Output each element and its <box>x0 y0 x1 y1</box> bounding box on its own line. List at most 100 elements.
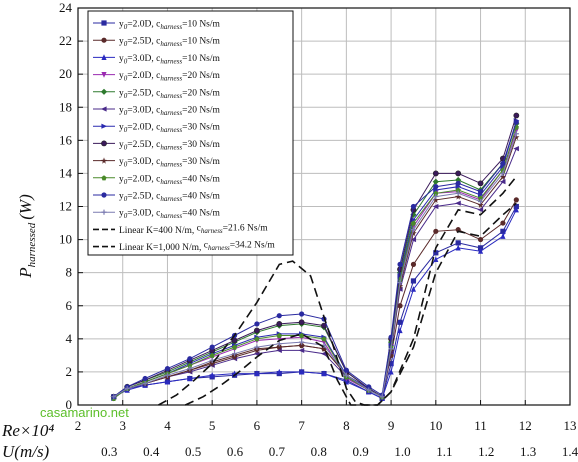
data-point <box>111 394 117 400</box>
x-tick-label: 2 <box>75 418 82 433</box>
legend-entry: y0=3.0D, charness=20 Ns/m <box>93 106 221 117</box>
u-tick-label: 1.1 <box>436 444 452 459</box>
data-point <box>455 187 461 193</box>
data-point <box>343 367 349 373</box>
series-line <box>113 115 517 398</box>
data-point <box>455 180 461 186</box>
data-point <box>477 207 484 213</box>
data-point <box>455 170 462 177</box>
data-point <box>254 336 260 342</box>
data-point <box>100 157 108 164</box>
series-12 <box>158 202 517 406</box>
data-point <box>187 366 193 372</box>
data-point <box>379 394 385 400</box>
data-point <box>209 372 215 378</box>
data-point <box>298 347 305 354</box>
legend-box <box>87 10 294 256</box>
x-tick-label: 6 <box>254 418 261 433</box>
data-point <box>410 227 417 233</box>
legend: y0=2.0D, charness=10 Ns/m y0=2.5D, charne… <box>87 10 294 256</box>
data-point <box>455 200 461 206</box>
data-point <box>231 353 238 361</box>
data-point <box>187 356 193 362</box>
data-point <box>499 173 507 180</box>
u-tick-label: 1.0 <box>394 444 410 459</box>
y-axis-label-unit: (W) <box>16 194 35 220</box>
legend-label: y0=2.5D, charness=10 Ns/m <box>119 37 221 49</box>
y-tick-label: 24 <box>59 0 73 15</box>
data-point <box>209 344 215 350</box>
data-point <box>276 341 282 347</box>
x-tick-label: 10 <box>429 418 442 433</box>
x-tick-label: 7 <box>298 418 305 433</box>
x-tick-label: 12 <box>519 418 532 433</box>
data-point <box>513 206 519 213</box>
legend-entry: y0=2.5D, charness=20 Ns/m <box>93 88 221 100</box>
data-point <box>397 261 403 267</box>
data-point <box>101 175 107 181</box>
data-point <box>513 146 519 152</box>
data-point <box>254 327 260 334</box>
x-tick-label: 11 <box>474 418 487 433</box>
y-tick-label: 2 <box>66 364 73 379</box>
u-tick-label: 0.8 <box>311 444 327 459</box>
series-line <box>113 121 517 398</box>
legend-label: y0=3.0D, charness=30 Ns/m <box>119 157 221 169</box>
data-point <box>299 311 305 317</box>
data-point <box>513 131 519 137</box>
series-line <box>113 120 517 399</box>
data-point <box>432 203 439 210</box>
data-point <box>432 196 440 203</box>
u-tick-label: 1.3 <box>520 444 536 459</box>
data-point <box>477 180 484 187</box>
data-point <box>500 228 506 234</box>
data-point <box>397 327 403 334</box>
data-point <box>100 88 108 95</box>
x-axis-label-u: U(m/s) <box>2 442 50 461</box>
data-point <box>276 321 283 327</box>
legend-label: y0=3.0D, charness=40 Ns/m <box>119 209 221 221</box>
legend-entry: Linear K=400 N/m, charness=21.6 Ns/m <box>93 223 268 236</box>
y-axis-label: Pharnessed (W) <box>16 194 38 279</box>
legend-entry: y0=2.0D, charness=10 Ns/m <box>93 20 221 32</box>
data-point <box>513 119 519 125</box>
data-point <box>410 217 417 223</box>
data-point <box>299 332 305 339</box>
legend-entry: y0=3.0D, charness=40 Ns/m <box>93 209 221 221</box>
data-point <box>101 140 107 147</box>
data-point <box>276 332 282 339</box>
u-tick-label: 0.5 <box>185 444 201 459</box>
data-point <box>477 198 484 205</box>
data-point <box>101 192 107 198</box>
data-point <box>101 37 107 43</box>
legend-label: y0=2.0D, charness=10 Ns/m <box>119 20 221 32</box>
y-tick-label: 6 <box>66 298 73 313</box>
x-axis-label-re: Re×10⁴ <box>1 421 54 440</box>
data-point <box>276 313 282 319</box>
data-point <box>433 184 439 190</box>
data-point <box>320 345 328 352</box>
x-tick-label: 5 <box>209 418 216 433</box>
data-point <box>397 303 403 309</box>
data-point <box>410 278 417 284</box>
x-axis-label-re-text: Re×10⁴ <box>1 421 54 440</box>
data-point <box>101 72 107 78</box>
data-point <box>299 339 305 345</box>
legend-label: y0=2.5D, charness=20 Ns/m <box>119 88 221 100</box>
u-tick-label: 0.4 <box>143 444 160 459</box>
legend-entry: y0=2.5D, charness=30 Ns/m <box>93 140 221 151</box>
watermark: casamarino.net <box>40 405 129 420</box>
data-point <box>432 170 439 177</box>
x-tick-label: 4 <box>164 418 171 433</box>
data-point <box>164 366 171 372</box>
y-axis-label-sub: harnessed <box>26 222 38 267</box>
series-line <box>158 202 517 406</box>
u-tick-label: 1.4 <box>562 444 578 459</box>
data-point <box>500 170 506 177</box>
data-point <box>187 362 193 368</box>
data-point <box>410 286 417 292</box>
data-point <box>298 319 305 326</box>
data-point <box>164 378 171 385</box>
